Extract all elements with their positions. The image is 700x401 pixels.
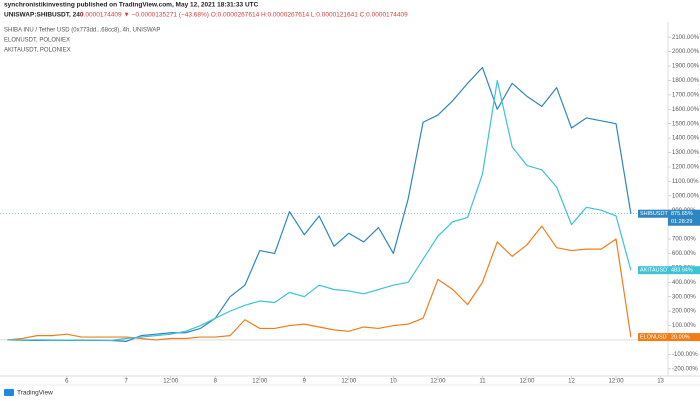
legend-entry: ELONUSDT, POLONIEX xyxy=(4,38,70,44)
badge-value-bg xyxy=(668,333,700,342)
badge-value: 483.94% xyxy=(671,268,693,274)
symbol-line: UNISWAP:SHIBUSDT, 240 xyxy=(4,12,84,19)
x-tick-label: 7 xyxy=(125,379,129,385)
badge-tag: ELONUSDT xyxy=(640,335,671,341)
y-tick-label: 200.00% xyxy=(672,309,696,315)
x-tick-label: 12:00 xyxy=(609,379,625,385)
published-line: synchronistikinvesting published on Trad… xyxy=(4,2,259,9)
badge-value-bg xyxy=(668,209,700,226)
y-tick-label: 1400.00% xyxy=(672,136,700,142)
y-tick-label: 600.00% xyxy=(672,251,696,257)
x-tick-label: 13 xyxy=(657,379,664,385)
y-tick-label: 1200.00% xyxy=(672,165,700,171)
badge-tag-bg xyxy=(638,209,668,218)
brand: TradingView xyxy=(17,390,53,397)
x-tick-label: 12:00 xyxy=(519,379,535,385)
y-tick-label: 1600.00% xyxy=(672,107,700,113)
y-tick-label: 700.00% xyxy=(672,237,696,243)
x-tick-label: 10 xyxy=(390,379,397,385)
x-tick-label: 6 xyxy=(65,379,69,385)
y-tick-label: 300.00% xyxy=(672,294,696,300)
y-tick-label: 1000.00% xyxy=(672,193,700,199)
y-tick-label: 400.00% xyxy=(672,280,696,286)
y-tick-label: -200.00% xyxy=(672,366,698,372)
y-tick-label: 1500.00% xyxy=(672,121,700,127)
badge-tag-bg xyxy=(638,266,668,275)
x-tick-label: 11 xyxy=(479,379,486,385)
countdown: 01:28:29 xyxy=(671,219,692,225)
brand-logo xyxy=(4,389,14,396)
badge-value: 875.65% xyxy=(671,211,693,217)
y-tick-label: 2100.00% xyxy=(672,35,700,41)
quote-line: 0.0000174409 ▼ −0.0000135271 (−43.68%) O… xyxy=(80,12,408,19)
series-line xyxy=(7,225,632,341)
y-tick-label: 1100.00% xyxy=(672,179,699,185)
x-tick-label: 8 xyxy=(214,379,218,385)
y-tick-label: 1300.00% xyxy=(672,150,700,156)
y-tick-label: 2000.00% xyxy=(672,49,700,55)
x-tick-label: 12:00 xyxy=(163,379,179,385)
x-tick-label: 12:00 xyxy=(252,379,268,385)
y-tick-label: 100.00% xyxy=(672,323,696,329)
x-tick-label: 12:00 xyxy=(430,379,446,385)
badge-tag: AKITAUSDT xyxy=(640,268,671,274)
badge-tag: SHIBUSDT xyxy=(640,211,668,217)
badge-value-bg xyxy=(668,266,700,275)
legend-entry: SHIBA INU / Tether USD (0x773dd...68cc8)… xyxy=(4,28,160,34)
series-line xyxy=(7,79,632,341)
y-tick-label: 1700.00% xyxy=(672,92,700,98)
x-tick-label: 12:00 xyxy=(341,379,357,385)
y-tick-label: 1900.00% xyxy=(672,64,700,70)
badge-value: 20.00% xyxy=(671,335,690,341)
y-tick-label: -100.00% xyxy=(672,352,698,358)
y-tick-label: 1800.00% xyxy=(672,78,700,84)
x-tick-label: 9 xyxy=(303,379,307,385)
badge-tag-bg xyxy=(638,333,668,342)
x-tick-label: 12 xyxy=(568,379,575,385)
legend-entry: AKITAUSDT, POLONIEX xyxy=(4,48,71,54)
